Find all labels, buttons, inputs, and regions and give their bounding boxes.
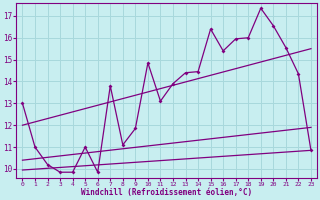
X-axis label: Windchill (Refroidissement éolien,°C): Windchill (Refroidissement éolien,°C) (81, 188, 252, 197)
